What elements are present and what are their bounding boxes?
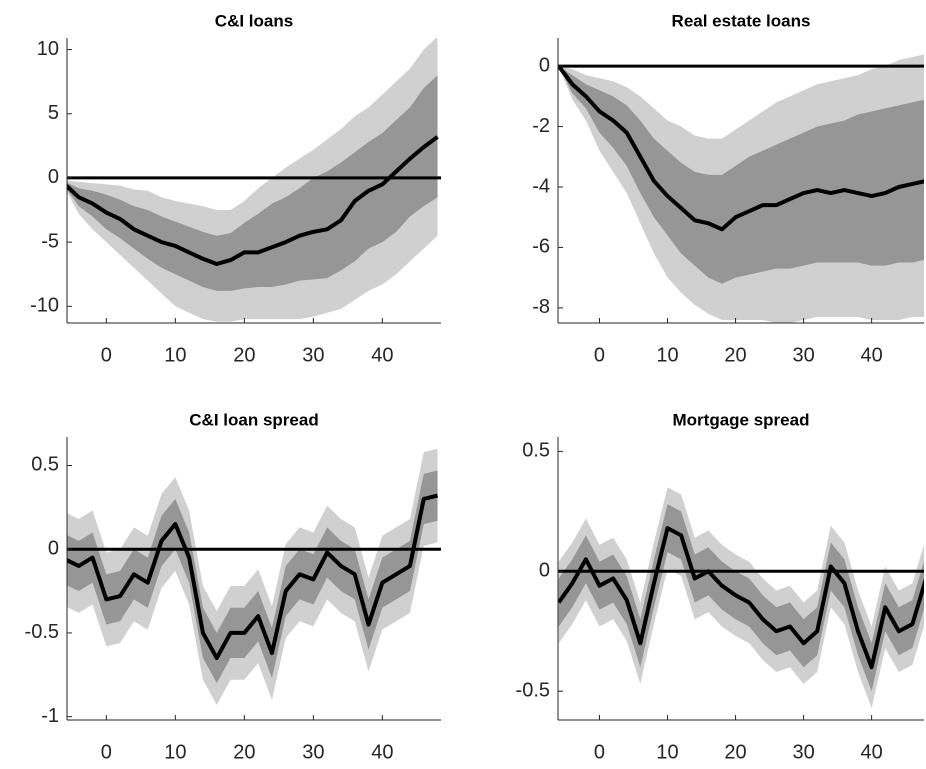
y-tick-label: 0 (539, 560, 550, 582)
subplot: Real estate loans -8 -6 -4 -2 0 0 10 20 30 40 (532, 11, 924, 366)
y-tick-label: -10 (30, 295, 59, 317)
y-tick-label: -2 (532, 115, 550, 137)
response-line (558, 526, 924, 670)
x-tick-label: 40 (371, 741, 393, 763)
y-tick-label: 0.5 (31, 454, 59, 476)
x-tick-label: 30 (792, 344, 814, 366)
subplot: C&I loans -10 -5 0 5 10 0 10 20 30 40 (30, 11, 441, 366)
x-tick-label: 0 (594, 344, 605, 366)
subplot-title: Mortgage spread (673, 410, 810, 429)
x-tick-label: 0 (594, 741, 605, 763)
x-tick-label: 10 (164, 741, 186, 763)
subplot: C&I loan spread -1 -0.5 0 0.5 0 10 20 30 40 (25, 410, 441, 763)
x-tick-label: 30 (792, 741, 814, 763)
y-tick-label: -6 (532, 236, 550, 258)
x-tick-label: 40 (371, 344, 393, 366)
response-line (67, 135, 439, 266)
subplot-title: C&I loans (215, 11, 293, 30)
plot-area (67, 448, 441, 705)
x-tick-label: 30 (302, 741, 324, 763)
confidence-band (67, 448, 438, 705)
x-tick-label: 10 (656, 741, 678, 763)
plot-area (558, 54, 924, 323)
x-tick-label: 40 (860, 344, 882, 366)
y-tick-label: -8 (532, 296, 550, 318)
response-line (558, 64, 924, 232)
y-tick-label: 5 (48, 102, 59, 124)
y-tick-label: 10 (37, 38, 59, 60)
x-tick-label: 0 (101, 741, 112, 763)
x-tick-label: 20 (724, 741, 746, 763)
y-tick-label: -0.5 (516, 680, 550, 702)
x-tick-label: 10 (656, 344, 678, 366)
subplot: Mortgage spread -0.5 0 0.5 0 10 20 30 40 (516, 410, 924, 763)
confidence-band (67, 75, 438, 291)
x-tick-label: 20 (233, 344, 255, 366)
y-tick-label: -5 (41, 230, 59, 252)
y-tick-label: 0 (48, 537, 59, 559)
x-tick-label: 20 (724, 344, 746, 366)
response-line (67, 493, 439, 661)
y-tick-label: -1 (41, 705, 59, 727)
x-tick-label: 40 (860, 741, 882, 763)
confidence-band (67, 470, 438, 684)
y-tick-label: 0.5 (522, 440, 550, 462)
x-tick-label: 30 (302, 344, 324, 366)
x-tick-label: 0 (101, 344, 112, 366)
subplot-title: C&I loan spread (189, 410, 318, 429)
confidence-band (558, 66, 924, 284)
x-tick-label: 20 (233, 741, 255, 763)
plot-area (67, 38, 441, 322)
x-tick-label: 10 (164, 344, 186, 366)
plot-area (558, 487, 924, 709)
y-tick-label: -4 (532, 175, 550, 197)
y-tick-label: -0.5 (25, 621, 59, 643)
subplot-title: Real estate loans (672, 11, 811, 30)
y-tick-label: 0 (539, 54, 550, 76)
y-tick-label: 0 (48, 166, 59, 188)
